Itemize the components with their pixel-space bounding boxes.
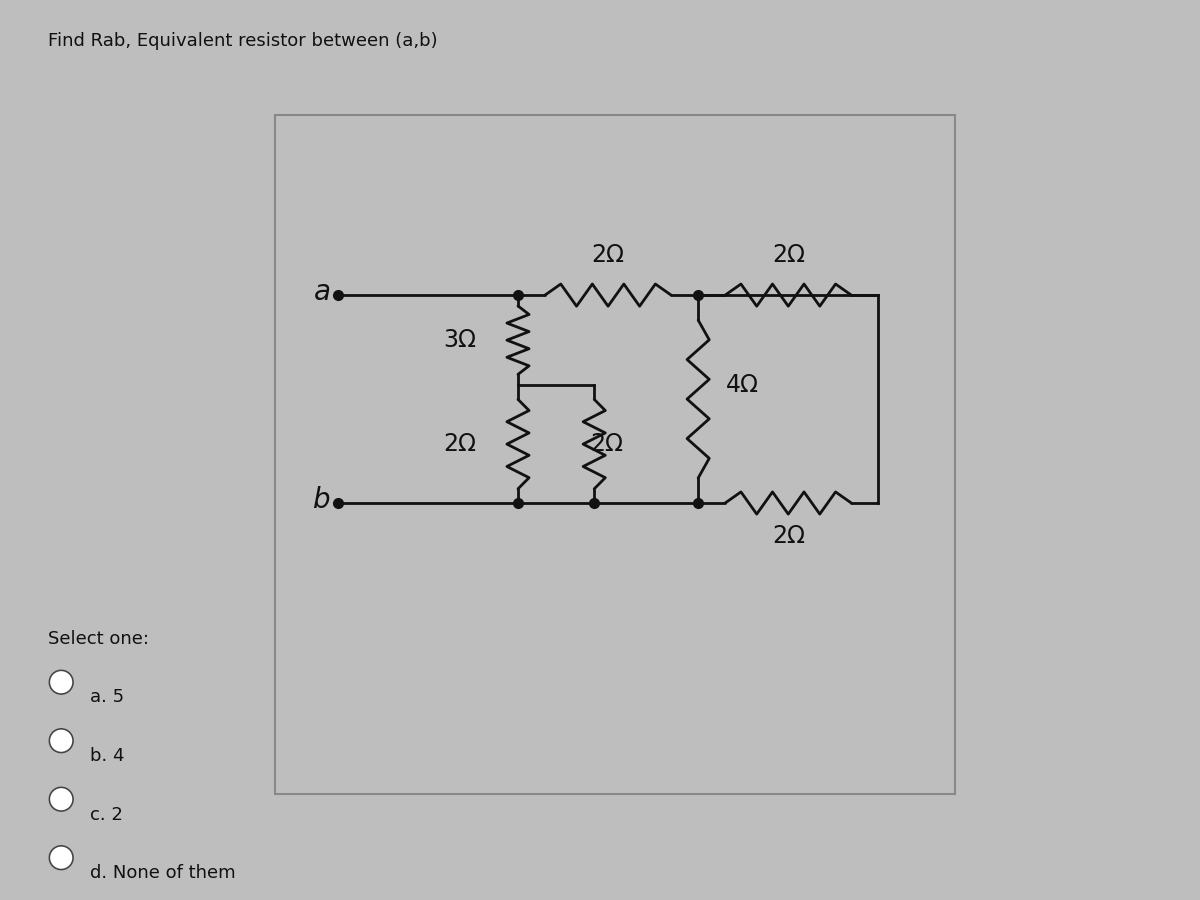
Circle shape [49,788,73,811]
Text: 2Ω: 2Ω [772,243,805,267]
Text: d. None of them: d. None of them [90,864,235,882]
Text: 2Ω: 2Ω [590,432,624,456]
Text: 3Ω: 3Ω [444,328,476,352]
Text: b: b [313,485,331,514]
Text: Find Rab, Equivalent resistor between (a,b): Find Rab, Equivalent resistor between (a… [48,32,438,50]
Text: 2Ω: 2Ω [592,243,624,267]
Text: 4Ω: 4Ω [726,374,758,397]
Text: c. 2: c. 2 [90,806,122,824]
Text: Select one:: Select one: [48,630,149,648]
Text: 2Ω: 2Ω [444,432,476,456]
Text: 2Ω: 2Ω [772,524,805,548]
Circle shape [49,729,73,752]
Circle shape [49,846,73,869]
Text: a: a [314,277,331,306]
Circle shape [49,670,73,694]
Text: a. 5: a. 5 [90,688,124,706]
Text: b. 4: b. 4 [90,747,125,765]
